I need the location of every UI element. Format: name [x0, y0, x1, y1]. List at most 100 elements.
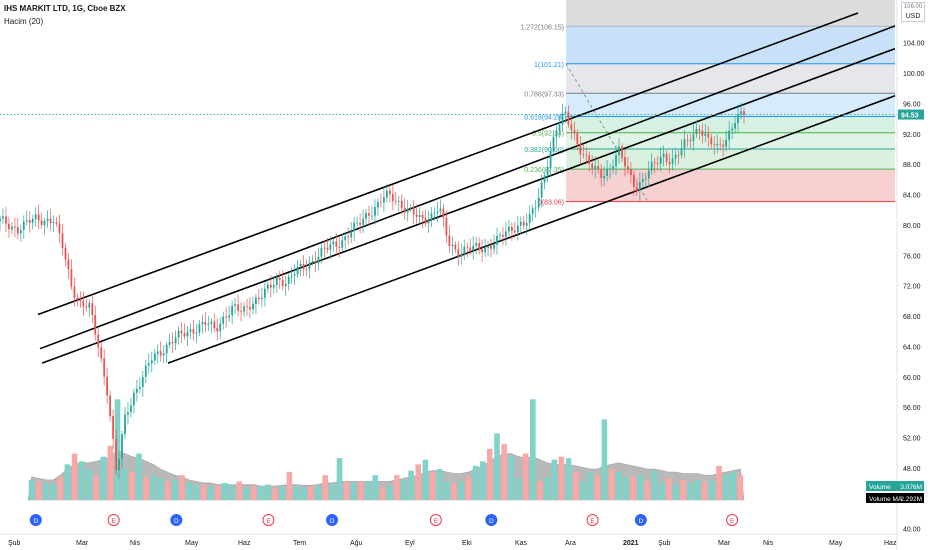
- candle-body: [52, 222, 55, 223]
- price-tick-label: 88.00: [903, 162, 921, 169]
- candle-body: [353, 222, 355, 232]
- fib-zone: [566, 116, 895, 133]
- candle-body: [43, 221, 46, 226]
- time-tick-label: May: [829, 540, 843, 547]
- candle-body: [67, 259, 70, 270]
- candle-body: [567, 111, 570, 125]
- price-tick-label: 68.00: [903, 314, 921, 321]
- candle-body: [249, 307, 251, 310]
- earnings-marker[interactable]: E: [107, 514, 120, 526]
- channel-upper-line[interactable]: [37, 12, 859, 316]
- channel-middle-line[interactable]: [41, 47, 896, 364]
- volume-bar: [243, 487, 250, 500]
- candle-body: [177, 330, 180, 338]
- parallel-channels[interactable]: [37, 12, 896, 364]
- volume-bar: [114, 399, 121, 501]
- dividend-marker[interactable]: D: [485, 514, 498, 526]
- fib-zone: [566, 169, 895, 202]
- fib-zone: [566, 26, 895, 64]
- candle-body: [466, 246, 469, 248]
- volume-bar: [257, 486, 264, 501]
- candle-body: [216, 328, 219, 332]
- earnings-marker[interactable]: E: [726, 514, 739, 526]
- dividend-marker[interactable]: D: [29, 514, 42, 526]
- candle-body: [680, 148, 683, 156]
- candle-body: [58, 223, 61, 234]
- candle-body: [17, 227, 19, 234]
- candle-body: [618, 146, 620, 156]
- volume-bar: [50, 484, 56, 500]
- candle-body: [314, 260, 317, 263]
- volume-bar: [43, 482, 49, 500]
- candle-body: [225, 316, 228, 318]
- time-tick-label: Şub: [8, 540, 21, 547]
- event-marker-circle: [634, 514, 647, 526]
- candle-body: [252, 303, 254, 310]
- candle-body: [192, 329, 195, 334]
- time-tick-label: Kas: [515, 540, 528, 547]
- candle-body: [636, 187, 638, 192]
- candle-body: [112, 416, 114, 439]
- volume-indicator-title[interactable]: Hacim (20): [4, 17, 44, 26]
- price-tick-label: 96.00: [903, 101, 921, 108]
- candle-body: [668, 161, 671, 164]
- price-tick-label: 52.00: [903, 436, 921, 443]
- candle-body: [415, 214, 418, 217]
- candle-body: [475, 243, 478, 246]
- currency-button[interactable]: 106.00 USD: [901, 2, 925, 22]
- earnings-marker[interactable]: E: [262, 514, 275, 526]
- candle-body: [540, 182, 543, 198]
- time-tick-label: Eyl: [405, 540, 415, 547]
- channel-lower-line[interactable]: [167, 95, 896, 364]
- candle-body: [740, 111, 742, 115]
- volume-bar: [587, 472, 593, 500]
- volume-bar: [250, 486, 257, 501]
- candle-body: [386, 190, 388, 198]
- time-axis[interactable]: Şub Mar Nis May Haz Tem Ağu Eyl Eki Kas Ara 2021 Şub…: [0, 533, 897, 547]
- candle-body: [737, 114, 739, 123]
- last-price-badge: [898, 109, 924, 120]
- candle-body: [710, 137, 713, 145]
- candle-body: [499, 234, 501, 236]
- volume-bar: [143, 476, 149, 501]
- fibonacci-retracement[interactable]: 1.272(106.15) 1(101.21) 0.786(97.33) 0.618(…: [520, 0, 895, 207]
- candle-body: [439, 208, 442, 212]
- candle-body: [469, 247, 472, 251]
- candle-body: [234, 304, 236, 306]
- channel-upper-lower-line[interactable]: [39, 25, 896, 350]
- volume-bar: [300, 487, 307, 500]
- candle-body: [186, 331, 189, 337]
- volume-pane: [27, 399, 745, 501]
- fib-level-label: 0.786(97.33): [524, 91, 564, 98]
- candle-body: [207, 323, 210, 325]
- candle-body: [195, 332, 198, 334]
- dividend-marker[interactable]: D: [326, 514, 339, 526]
- candlestick-series: [0, 102, 897, 479]
- candle-body: [28, 220, 31, 223]
- volume-bar: [293, 486, 300, 501]
- earnings-marker[interactable]: E: [429, 514, 442, 526]
- event-marker-circle: [107, 514, 120, 526]
- candle-body: [513, 230, 516, 233]
- candle-body: [0, 218, 1, 222]
- volume-bar: [57, 476, 63, 501]
- volume-bar: [487, 448, 493, 500]
- time-tick-label: Ara: [565, 540, 576, 547]
- candle-body: [490, 245, 492, 249]
- candle-body: [573, 130, 576, 134]
- candle-body: [644, 178, 647, 180]
- dividend-marker[interactable]: D: [170, 514, 183, 526]
- candle-body: [228, 315, 231, 318]
- dividend-marker[interactable]: D: [634, 514, 647, 526]
- volume-label-value: 3.076M: [900, 484, 922, 491]
- earnings-marker[interactable]: E: [586, 514, 599, 526]
- candle-body: [272, 285, 275, 288]
- volume-bar: [601, 419, 608, 500]
- candle-body: [728, 130, 730, 140]
- candle-body: [213, 321, 216, 329]
- price-axis[interactable]: 40.0044.0048.0052.0056.0060.0064.0068.00…: [866, 0, 925, 550]
- candle-body: [412, 207, 415, 215]
- volume-bar: [272, 487, 278, 500]
